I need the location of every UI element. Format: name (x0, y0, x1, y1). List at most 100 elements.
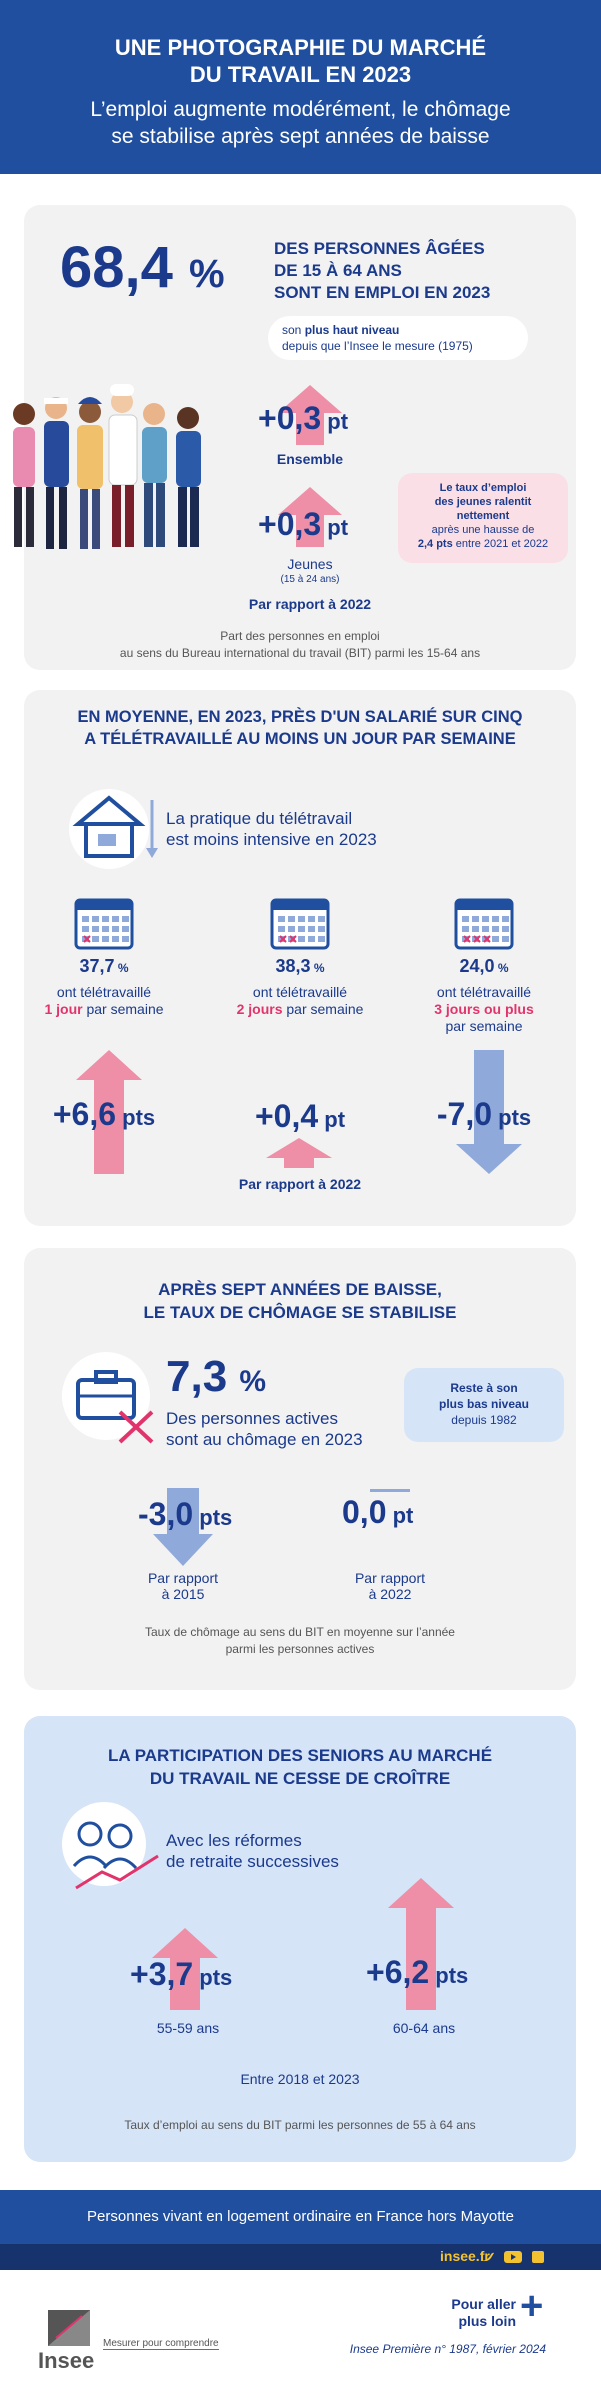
chomage-down-arrow (153, 1488, 213, 1566)
teletravail-subtitle-line2: est moins intensive en 2023 (166, 830, 377, 849)
chomage-source-line2: parmi les personnes actives (225, 1642, 375, 1656)
seniors-panel (24, 1716, 576, 2162)
teletravail-title-line2: A TÉLÉTRAVAILLÉ AU MOINS UN JOUR PAR SEM… (84, 730, 516, 748)
jeunes-delta-unit: pt (327, 515, 349, 540)
header-subtitle: L’emploi augmente modérément, le chômage… (0, 96, 601, 150)
jeunes-note-line2: des jeunes ralentit (434, 496, 532, 508)
insee-site-link[interactable]: insee.fr (440, 2248, 490, 2264)
worker-figure-6 (176, 407, 201, 547)
header-subtitle-line1: L’emploi augmente modérément, le chômage (90, 98, 511, 121)
header-title: UNE PHOTOGRAPHIE DU MARCHÉ DU TRAVAIL EN… (0, 34, 601, 88)
seniors-source: Taux d’emploi au sens du BIT parmi les p… (124, 2118, 476, 2132)
chomage-delta1-label1: Par rapport (147, 1570, 219, 1586)
emploi-description: DES PERSONNES ÂGÉES DE 15 À 64 ANS SONT … (274, 238, 490, 304)
worker-figure-1 (13, 403, 35, 547)
teletravail-share: 38,3 % (275, 956, 325, 976)
briefcase-icon (62, 1352, 154, 1444)
emploi-desc-line1: DES PERSONNES ÂGÉES (274, 239, 485, 258)
worker-figure-2 (44, 397, 69, 549)
footer-links-bar: insee.fr (0, 2244, 601, 2270)
teletravail-delta: +6,6 pts (52, 1096, 156, 1132)
chomage-note-line3: depuis 1982 (451, 1413, 517, 1427)
teletravail-down-arrow (456, 1050, 522, 1174)
emploi-source-line1: Part des personnes en emploi (220, 629, 380, 643)
teletravail-desc: ont télétravaillé 1 jour par semaine (44, 984, 164, 1017)
header-banner: UNE PHOTOGRAPHIE DU MARCHÉ DU TRAVAIL EN… (0, 0, 601, 174)
ensemble-delta-unit: pt (327, 409, 349, 434)
chomage-description: Des personnes actives sont au chômage en… (166, 1408, 363, 1450)
seniors-6064-value: +6,2 (366, 1954, 430, 1990)
seniors-title-line2: DU TRAVAIL NE CESSE DE CROÎTRE (149, 1769, 451, 1788)
chomage-rate-value: 7,3 (166, 1352, 228, 1401)
plus-icon[interactable]: + (520, 2284, 544, 2328)
header-title-line2: DU TRAVAIL EN 2023 (189, 62, 412, 87)
teletravail-desc: ont télétravaillé 2 jours par semaine (236, 984, 364, 1017)
chomage-delta1-label: Par rapport à 2015 (128, 1570, 238, 1602)
emploi-bubble-pre: son (282, 323, 305, 337)
chomage-delta2-label1: Par rapport (354, 1570, 426, 1586)
insee-tagline: Mesurer pour comprendre (103, 2338, 219, 2350)
teletravail-share: 24,0 % (459, 956, 509, 976)
emploi-rate-unit: % (189, 252, 225, 296)
more-info[interactable]: Pour aller plus loin (440, 2296, 516, 2330)
chomage-panel (24, 1248, 576, 1690)
more-info-line2: plus loin (458, 2313, 516, 2329)
teletravail-share: 37,7 % (79, 956, 129, 976)
teletravail-up-arrow (266, 1138, 332, 1168)
jeunes-note-bold5: 2,4 pts (417, 538, 453, 550)
emploi-compare: Par rapport à 2022 (248, 596, 372, 612)
teletravail-desc: ont télétravaillé 3 jours ou plus par sema… (434, 984, 534, 1034)
chomage-title-line2: LE TAUX DE CHÔMAGE SE STABILISE (143, 1303, 457, 1322)
chomage-desc-line2: sont au chômage en 2023 (166, 1430, 363, 1449)
chomage-delta2-label2: à 2022 (368, 1586, 412, 1602)
workers-illustration (13, 384, 201, 549)
teletravail-title-line1: EN MOYENNE, EN 2023, PRÈS D'UN SALARIÉ S… (77, 708, 523, 726)
chomage-note: Reste à son plus bas niveau depuis 1982 (404, 1368, 564, 1442)
jeunes-delta-value: +0,3 (258, 506, 322, 542)
emploi-rate-value: 68,4 (60, 235, 173, 300)
chomage-delta1: -3,0 pts (138, 1496, 232, 1533)
worker-figure-5 (142, 403, 167, 547)
jeunes-note: Le taux d’emploi des jeunes ralentit net… (398, 473, 568, 563)
teletravail-up-arrow (76, 1050, 142, 1174)
chomage-delta2: 0,0 pt (342, 1494, 413, 1531)
chomage-note-line1: Reste à son (450, 1381, 518, 1395)
worker-figure-3 (77, 397, 103, 549)
chomage-delta2-unit: pt (392, 1503, 414, 1528)
chomage-rate: 7,3 % (166, 1352, 266, 1402)
calendar-icon (454, 898, 514, 950)
emploi-source: Part des personnes en emploi au sens du … (24, 628, 576, 662)
footer-band-text: Personnes vivant en logement ordinaire e… (87, 2208, 514, 2225)
chomage-delta1-value: -3,0 (138, 1496, 194, 1532)
chomage-title: APRÈS SEPT ANNÉES DE BAISSE, LE TAUX DE … (24, 1278, 576, 1324)
calendar-icon (74, 898, 134, 950)
seniors-5559-delta: +3,7 pts (130, 1956, 232, 1993)
seniors-6064-unit: pts (435, 1963, 469, 1988)
seniors-title: LA PARTICIPATION DES SENIORS AU MARCHÉ D… (24, 1744, 576, 1790)
teletravail-compare: Par rapport à 2022 (238, 1176, 362, 1192)
twitter-icon[interactable] (480, 2252, 494, 2262)
publication-reference: Insee Première n° 1987, février 2024 (349, 2342, 546, 2356)
emploi-bubble-line2: depuis que l’Insee le mesure (1975) (282, 339, 473, 353)
footer-band: Personnes vivant en logement ordinaire e… (0, 2190, 601, 2244)
chomage-delta2-value: 0,0 (342, 1494, 387, 1530)
seniors-5559-up-arrow (152, 1928, 218, 2010)
social-icons (480, 2251, 544, 2263)
ensemble-delta: +0,3 pt (258, 400, 348, 437)
more-info-line1: Pour aller (451, 2296, 516, 2312)
emploi-bubble-bold: plus haut niveau (304, 323, 400, 337)
seniors-icon (62, 1802, 159, 1890)
jeunes-sublabel: (15 à 24 ans) (280, 574, 340, 585)
linkedin-icon[interactable] (532, 2251, 544, 2263)
insee-logo-mark (48, 2310, 90, 2346)
chomage-delta1-label2: à 2015 (161, 1586, 205, 1602)
header-title-line1: UNE PHOTOGRAPHIE DU MARCHÉ (114, 35, 487, 60)
worker-figure-4 (108, 384, 138, 547)
ensemble-delta-value: +0,3 (258, 400, 322, 436)
seniors-5559-unit: pts (199, 1965, 233, 1990)
chomage-delta2-label: Par rapport à 2022 (335, 1570, 445, 1602)
chomage-rate-unit: % (239, 1365, 267, 1398)
teletravail-subtitle: La pratique du télétravail est moins int… (166, 808, 377, 850)
insee-logo-text: Insee (38, 2348, 95, 2373)
seniors-6064-label: 60-64 ans (392, 2020, 456, 2036)
